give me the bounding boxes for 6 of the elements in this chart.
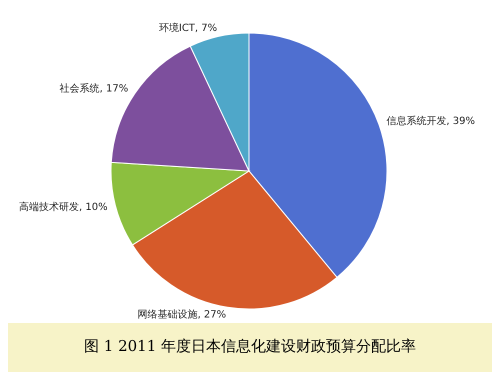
slice-label: 环境ICT, 7% <box>158 22 218 34</box>
slice-label: 社会系统, 17% <box>60 82 128 94</box>
text: 图 1 2011 年度日本信息化建设财政预算分配比率 <box>8 323 492 372</box>
slice-label: 信息系统开发, 39% <box>386 115 475 128</box>
slice-label: 高端技术研发, 10% <box>18 200 108 213</box>
slice-label: 网络基础设施, 27% <box>138 308 226 321</box>
